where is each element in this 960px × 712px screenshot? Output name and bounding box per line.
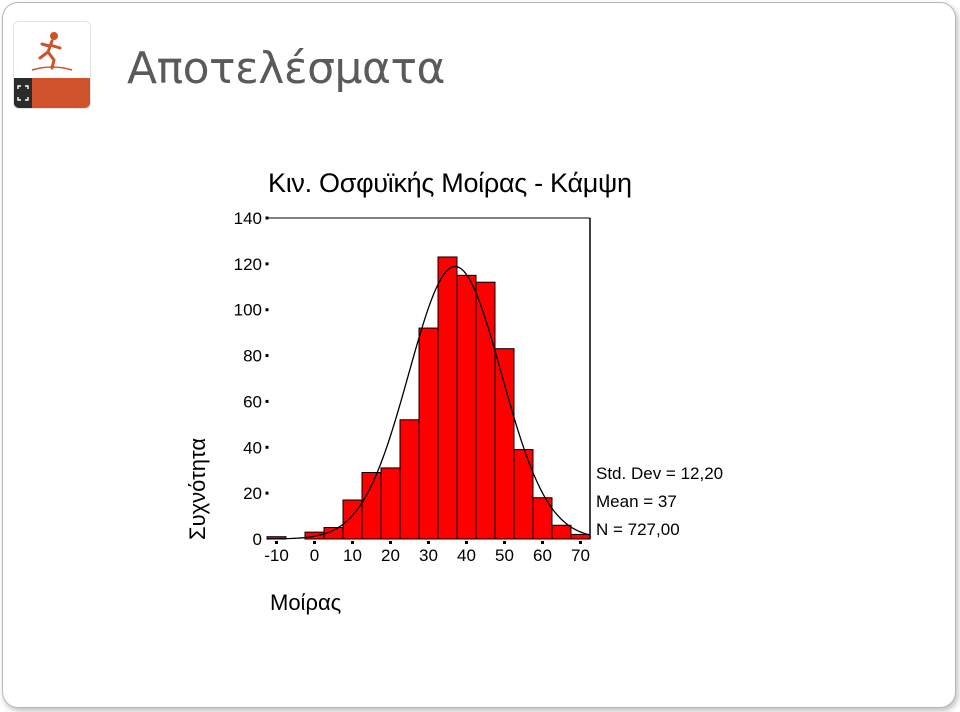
y-tick-label: 40 [243, 438, 262, 457]
logo-emblem [14, 22, 90, 78]
organization-logo [13, 21, 91, 109]
y-tick-mark [265, 216, 269, 220]
y-tick-mark [265, 445, 269, 449]
x-tick-mark [275, 541, 278, 544]
x-tick-label: 70 [571, 546, 590, 565]
y-tick-label: 60 [243, 392, 262, 411]
x-tick-mark [427, 541, 430, 544]
histogram-bar [437, 256, 458, 540]
histogram-bar [361, 472, 382, 540]
histogram-bar [570, 533, 591, 540]
x-tick-mark [503, 541, 506, 544]
y-tick-mark [265, 262, 269, 266]
y-tick-label: 0 [253, 530, 262, 549]
slide-title: Αποτελέσματα [127, 43, 445, 94]
histogram-bar [551, 524, 572, 540]
x-tick-mark [313, 541, 316, 544]
histogram-bar [418, 327, 439, 540]
runner-icon [31, 32, 73, 71]
normal-curve [266, 265, 591, 540]
y-tick-label: 20 [243, 484, 262, 503]
y-tick-label: 140 [234, 209, 262, 228]
histogram-bar [456, 274, 477, 540]
y-tick-mark [265, 308, 269, 312]
stat-std-dev: Std. Dev = 12,20 [596, 464, 724, 483]
y-tick-mark [265, 399, 269, 403]
y-axis-label: Συχνότητα [185, 437, 210, 540]
x-tick-label: -10 [264, 546, 289, 565]
x-tick-mark [465, 541, 468, 544]
x-tick-label: 20 [381, 546, 400, 565]
x-axis-label: Μοίρας [270, 590, 342, 615]
y-tick-label: 80 [243, 347, 262, 366]
x-tick-label: 30 [419, 546, 438, 565]
stat-mean: Mean = 37 [596, 492, 677, 511]
y-tick-label: 120 [234, 255, 262, 274]
x-tick-mark [389, 541, 392, 544]
x-tick-label: 10 [343, 546, 362, 565]
logo-corner [14, 78, 32, 108]
histogram-bar [380, 467, 401, 540]
x-tick-label: 50 [495, 546, 514, 565]
histogram-bar [532, 497, 553, 540]
x-tick-label: 40 [457, 546, 476, 565]
frame-icon [17, 85, 29, 101]
x-tick-label: 60 [533, 546, 552, 565]
stat-n: N = 727,00 [596, 520, 680, 539]
histogram-bar [399, 419, 420, 540]
stats-box: Std. Dev = 12,20 Mean = 37 N = 727,00 [596, 460, 723, 544]
histogram-bar [304, 531, 325, 540]
x-tick-mark [351, 541, 354, 544]
y-tick-mark [265, 354, 269, 358]
chart-title: Κιν. Οσφυϊκής Μοίρας - Κάμψη [268, 168, 632, 198]
x-tick-mark [579, 541, 582, 544]
histogram-bar [494, 348, 515, 540]
x-tick-mark [541, 541, 544, 544]
y-tick-label: 100 [234, 301, 262, 320]
x-tick-label: 0 [310, 546, 319, 565]
histogram-bar [513, 449, 534, 540]
y-tick-mark [265, 491, 269, 495]
